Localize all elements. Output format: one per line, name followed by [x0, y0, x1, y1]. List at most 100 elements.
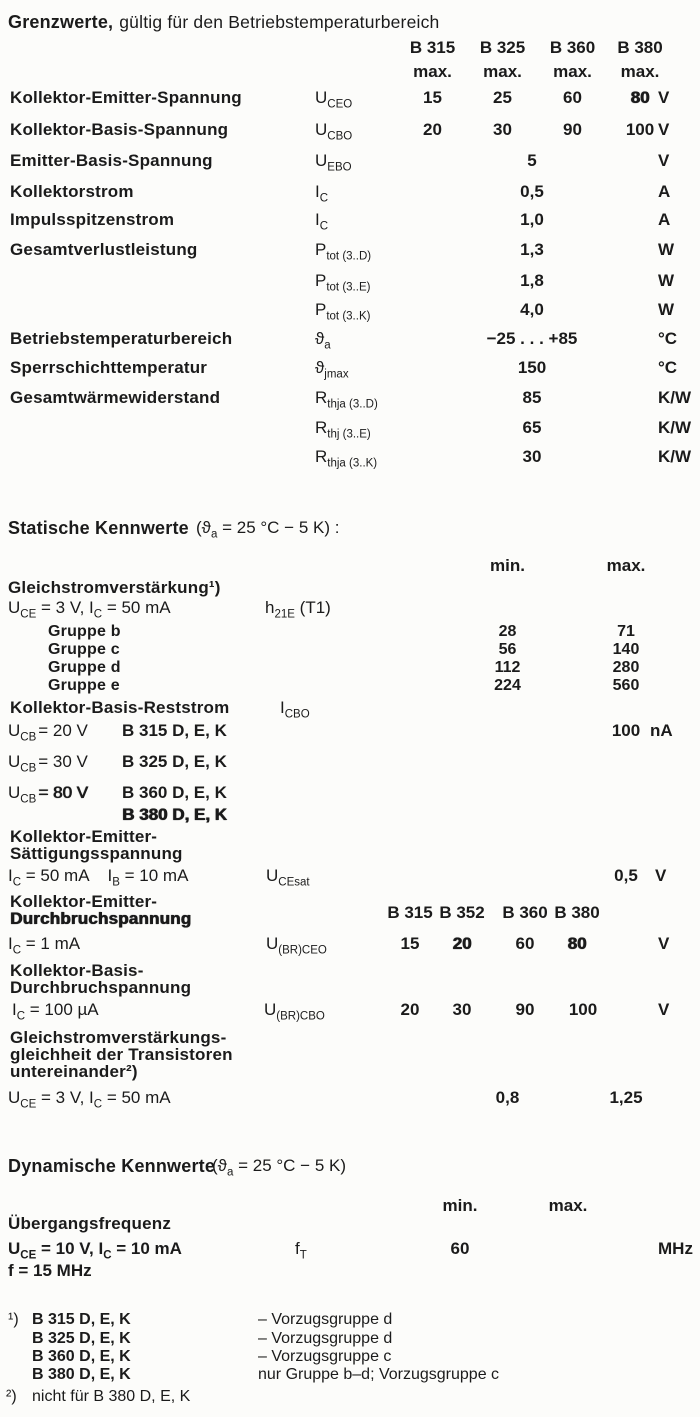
- h21-group-row: Gruppe b 28 71: [0, 623, 700, 647]
- column-header-b360: B 360: [549, 38, 596, 57]
- value-cell: 80: [630, 88, 650, 107]
- value-cell: 80: [567, 934, 587, 953]
- ft-value-row: UCE = 10 V, IC = 10 mA fT 60 MHz: [0, 1239, 700, 1263]
- symbol-sub: a: [324, 339, 331, 352]
- footnote-row: ¹) B 315 D, E, K – Vorzugsgruppe d: [0, 1311, 700, 1335]
- symbol: U(BR)CBO: [264, 1000, 325, 1022]
- row-label: untereinander²): [10, 1062, 138, 1081]
- unit: V: [655, 866, 667, 885]
- symbol-sub: C: [319, 192, 329, 205]
- minmax-header-row: min. max.: [0, 1196, 700, 1220]
- h21-group-row: Gruppe e 224 560: [0, 677, 700, 701]
- cond-sub: C: [93, 1098, 103, 1111]
- ubrcbo-label-row: Kollektor-Basis-: [0, 961, 700, 985]
- row-label: Gesamtverlustleistung: [10, 240, 198, 259]
- test-condition: UCE = 3 V, IC = 50 mA: [8, 598, 171, 620]
- cond-base: U: [8, 1239, 21, 1258]
- symbol-sub: thja (3..K): [327, 457, 378, 470]
- symbol: UCEO: [315, 88, 352, 110]
- unit: W: [658, 240, 675, 259]
- footnote-device: B 360 D, E, K: [32, 1348, 131, 1365]
- cond-text: = 30 V: [38, 752, 88, 771]
- value-cell: 5: [527, 151, 537, 170]
- test-condition: UCE = 3 V, IC = 50 mA: [8, 1088, 171, 1110]
- value-cell: 15: [423, 88, 442, 107]
- theta-sub: a: [226, 1166, 234, 1179]
- unit: MHz: [658, 1239, 693, 1258]
- symbol-sub: CBO: [284, 708, 310, 721]
- table-row-theta-a: Betriebstemperaturbereich ϑa −25 . . . +…: [0, 329, 700, 353]
- symbol: UCEsat: [266, 866, 310, 888]
- cond-sub: CE: [20, 1249, 37, 1262]
- ubrceo-label-row: Kollektor-Emitter-: [0, 892, 700, 916]
- symbol-base: I: [280, 698, 285, 717]
- symbol-base: R: [315, 447, 328, 466]
- min-value: 112: [494, 659, 521, 676]
- max-label: max.: [620, 62, 660, 81]
- cond-base: U: [8, 1088, 21, 1107]
- section-title: Grenzwerte, gültig für den Betriebstemper…: [8, 12, 440, 33]
- row-label: Kollektor-Basis-Spannung: [10, 120, 229, 139]
- table-row-rthja-d: Gesamtwärmewiderstand Rthja (3..D) 85 K/…: [0, 388, 700, 412]
- max-value: 1,25: [609, 1088, 643, 1107]
- symbol: Ptot (3..E): [315, 271, 370, 293]
- cond-base: I: [107, 866, 113, 885]
- symbol-suffix: (T1): [294, 598, 331, 617]
- cond-text: = 20 V: [38, 721, 88, 740]
- value-cell: 30: [522, 447, 542, 466]
- symbol: h21E (T1): [265, 598, 331, 620]
- column-header-b380: B 380: [617, 38, 663, 57]
- cond-base: I: [89, 598, 94, 617]
- unit: nA: [650, 721, 673, 740]
- unit: V: [658, 151, 670, 170]
- max-value: 100: [611, 721, 641, 740]
- footnote-marker: ¹): [8, 1311, 19, 1328]
- theta-open: (ϑ: [212, 1156, 227, 1175]
- value-cell: 1,0: [520, 210, 544, 229]
- row-label: Sperrschichttemperatur: [10, 358, 208, 377]
- symbol: Ptot (3..D): [315, 240, 371, 262]
- test-condition: UCB = 20 V: [8, 721, 88, 743]
- table-row-icm: Impulsspitzenstrom IC 1,0 A: [0, 210, 700, 234]
- row-label: Gleichstromverstärkung¹): [8, 578, 221, 597]
- symbol-base: U: [315, 120, 328, 139]
- section-title-bold: Grenzwerte,: [8, 12, 114, 32]
- minmax-header-row: min. max.: [0, 556, 700, 580]
- symbol-base: h: [265, 598, 275, 617]
- max-label: max.: [553, 62, 592, 81]
- column-header-row: B 315 B 325 B 360 B 380: [0, 38, 700, 62]
- symbol-base: f: [295, 1239, 300, 1258]
- theta-rest: = 25 °C − 5 K) :: [217, 518, 340, 537]
- value-cell: 65: [522, 418, 542, 437]
- symbol: U(BR)CEO: [266, 934, 327, 956]
- cond-base: U: [8, 752, 21, 771]
- h21-label-row: Gleichstromverstärkung¹): [0, 578, 700, 602]
- test-condition: UCE = 10 V, IC = 10 mA: [8, 1239, 182, 1261]
- theta-sub: a: [210, 528, 218, 541]
- value-cell: 30: [493, 120, 512, 139]
- footnote-marker: ²): [6, 1388, 17, 1405]
- cond-sub: CB: [20, 762, 37, 775]
- gleichheit-label-row: gleichheit der Transistoren: [0, 1045, 700, 1069]
- symbol-sub: tot (3..D): [326, 250, 372, 263]
- footnote-row: B 325 D, E, K – Vorzugsgruppe d: [0, 1330, 700, 1354]
- min-label: min.: [490, 556, 525, 575]
- cond-text: = 100 µA: [25, 1000, 99, 1019]
- cond-sub: CB: [20, 731, 37, 744]
- symbol-base: R: [315, 388, 328, 407]
- max-value: 140: [612, 641, 640, 658]
- column-header-b380: B 380: [554, 903, 600, 922]
- cond-sub: CE: [20, 1098, 37, 1111]
- row-label: Impulsspitzenstrom: [10, 210, 175, 229]
- value-cell: 15: [400, 934, 420, 953]
- gleichheit-value-row: UCE = 3 V, IC = 50 mA 0,8 1,25: [0, 1088, 700, 1112]
- ubrcbo-label-row: Durchbruchspannung: [0, 978, 700, 1002]
- icbo-condition-row: UCB = 30 V B 325 D, E, K: [0, 752, 700, 776]
- symbol: IC: [315, 210, 328, 232]
- value-cell: 90: [515, 1000, 535, 1019]
- symbol-sub: jmax: [324, 368, 349, 381]
- min-value: 224: [494, 677, 521, 694]
- min-value: 56: [498, 641, 517, 658]
- theta-open: (ϑ: [196, 518, 211, 537]
- symbol: Ptot (3..K): [315, 300, 370, 322]
